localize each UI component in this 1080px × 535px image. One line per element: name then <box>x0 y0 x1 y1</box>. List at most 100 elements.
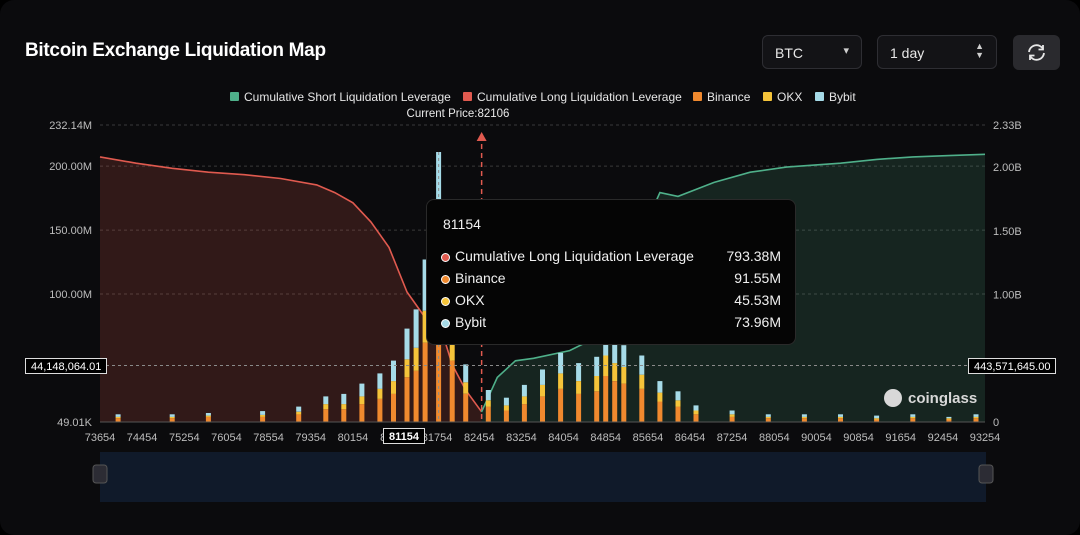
long-area <box>100 156 482 422</box>
okx-bar <box>946 418 952 420</box>
tooltip-dot-icon <box>441 319 450 328</box>
legend-label: Cumulative Long Liquidation Leverage <box>477 90 682 104</box>
tooltip-dot-icon <box>441 297 450 306</box>
okx-bar <box>675 400 681 407</box>
range-select[interactable]: 1 day ▲ ▼ <box>877 35 997 69</box>
x-axis-tick: 88054 <box>759 432 790 444</box>
range-select-value: 1 day <box>890 45 925 61</box>
legend-swatch <box>763 92 772 101</box>
okx-bar <box>621 367 627 384</box>
bybit-bar <box>391 360 396 382</box>
binance-bar <box>359 404 365 422</box>
x-axis-tick: 78554 <box>253 432 284 444</box>
x-axis-tick: 83254 <box>506 432 537 444</box>
binance-bar <box>377 399 383 422</box>
right-axis-tick: 2.33B <box>993 120 1022 132</box>
okx-bar <box>404 359 410 378</box>
okx-bar <box>657 392 663 402</box>
okx-bar <box>503 405 509 411</box>
bybit-bar <box>341 393 347 405</box>
refresh-button[interactable] <box>1013 35 1060 70</box>
range-slider[interactable] <box>92 452 994 502</box>
x-axis-tick: 90854 <box>843 432 874 444</box>
chart-legend: Cumulative Short Liquidation Leverage Cum… <box>230 90 856 104</box>
binance-bar <box>621 383 627 422</box>
slider-right-handle <box>978 464 994 484</box>
bybit-bar <box>621 345 627 367</box>
bybit-bar <box>657 381 663 393</box>
okx-bar <box>422 310 428 343</box>
binance-bar <box>639 388 645 422</box>
watermark-text: coinglass <box>908 390 977 407</box>
coin-select[interactable]: BTC ▾ <box>762 35 862 69</box>
tooltip-row-name: Bybit <box>455 314 487 330</box>
bybit-bar <box>594 356 600 376</box>
binance-bar <box>323 409 329 422</box>
x-axis-tick: 84054 <box>548 432 579 444</box>
bybit-bar <box>612 340 618 364</box>
okx-bar <box>540 384 545 397</box>
x-axis-tick: 91654 <box>885 432 916 444</box>
right-axis-tick: 2.00B <box>993 162 1022 174</box>
coinglass-logo-icon <box>884 389 902 407</box>
left-axis-tick: 150.00M <box>49 225 92 237</box>
bybit-bar <box>576 363 582 381</box>
bybit-bar <box>169 414 175 417</box>
binance-bar <box>413 370 419 422</box>
coinglass-watermark: coinglass <box>884 389 977 407</box>
okx-bar <box>612 363 618 381</box>
okx-bar <box>205 415 211 417</box>
tooltip-row: Binance 91.55M <box>441 270 781 290</box>
crosshair-right-value: 443,571,645.00 <box>968 358 1057 374</box>
legend-label: Bybit <box>829 90 856 104</box>
binance-bar <box>422 342 428 422</box>
okx-bar <box>558 373 564 389</box>
bybit-bar <box>503 397 509 406</box>
okx-bar <box>260 415 266 417</box>
x-axis-tick: 84854 <box>590 432 621 444</box>
binance-bar <box>693 414 699 422</box>
okx-bar <box>521 396 527 405</box>
bybit-bar <box>521 384 527 397</box>
okx-bar <box>576 381 582 394</box>
okx-bar <box>973 416 979 419</box>
okx-bar <box>639 374 645 389</box>
binance-bar <box>603 375 609 422</box>
x-axis-tick: 79354 <box>295 432 326 444</box>
binance-bar <box>503 410 509 422</box>
bybit-bar <box>540 369 545 385</box>
binance-bar <box>910 418 916 422</box>
up-down-stepper-icon: ▲ ▼ <box>975 41 984 60</box>
tooltip-dot-icon <box>441 275 450 284</box>
chart-tooltip: 81154 Cumulative Long Liquidation Levera… <box>426 199 796 345</box>
binance-bar <box>449 360 455 422</box>
bybit-bar <box>377 373 383 389</box>
okx-bar <box>765 416 771 419</box>
chart-axes: 49.01K 100.00M 150.00M 200.00M 232.14M 0 1.00B… <box>49 120 1022 444</box>
x-axis-tick: 80154 <box>338 432 369 444</box>
binance-bar <box>558 388 564 422</box>
left-axis-tick: 49.01K <box>57 417 93 429</box>
bybit-bar <box>485 390 491 401</box>
tooltip-dot-icon <box>441 253 450 262</box>
bybit-bar <box>729 410 735 415</box>
binance-bar <box>838 418 843 422</box>
tooltip-row-name: Cumulative Long Liquidation Leverage <box>455 248 694 264</box>
right-axis-tick: 0 <box>993 417 999 429</box>
okx-bar <box>801 416 807 419</box>
tooltip-row-name: Binance <box>455 270 506 286</box>
bybit-bar <box>115 414 121 417</box>
okx-bar <box>449 335 455 361</box>
x-axis-tick: 90054 <box>801 432 832 444</box>
tooltip-row-value: 91.55M <box>734 270 781 286</box>
okx-bar <box>377 388 383 399</box>
crosshair-left-value: 44,148,064.01 <box>25 358 108 374</box>
okx-bar <box>485 400 491 407</box>
binance-bar <box>973 418 979 422</box>
binance-bar <box>521 404 527 422</box>
tooltip-row-value: 793.38M <box>726 248 781 264</box>
right-axis-tick: 1.00B <box>993 290 1022 302</box>
binance-bar <box>946 419 952 422</box>
tooltip-row: Cumulative Long Liquidation Leverage 793… <box>441 248 781 268</box>
